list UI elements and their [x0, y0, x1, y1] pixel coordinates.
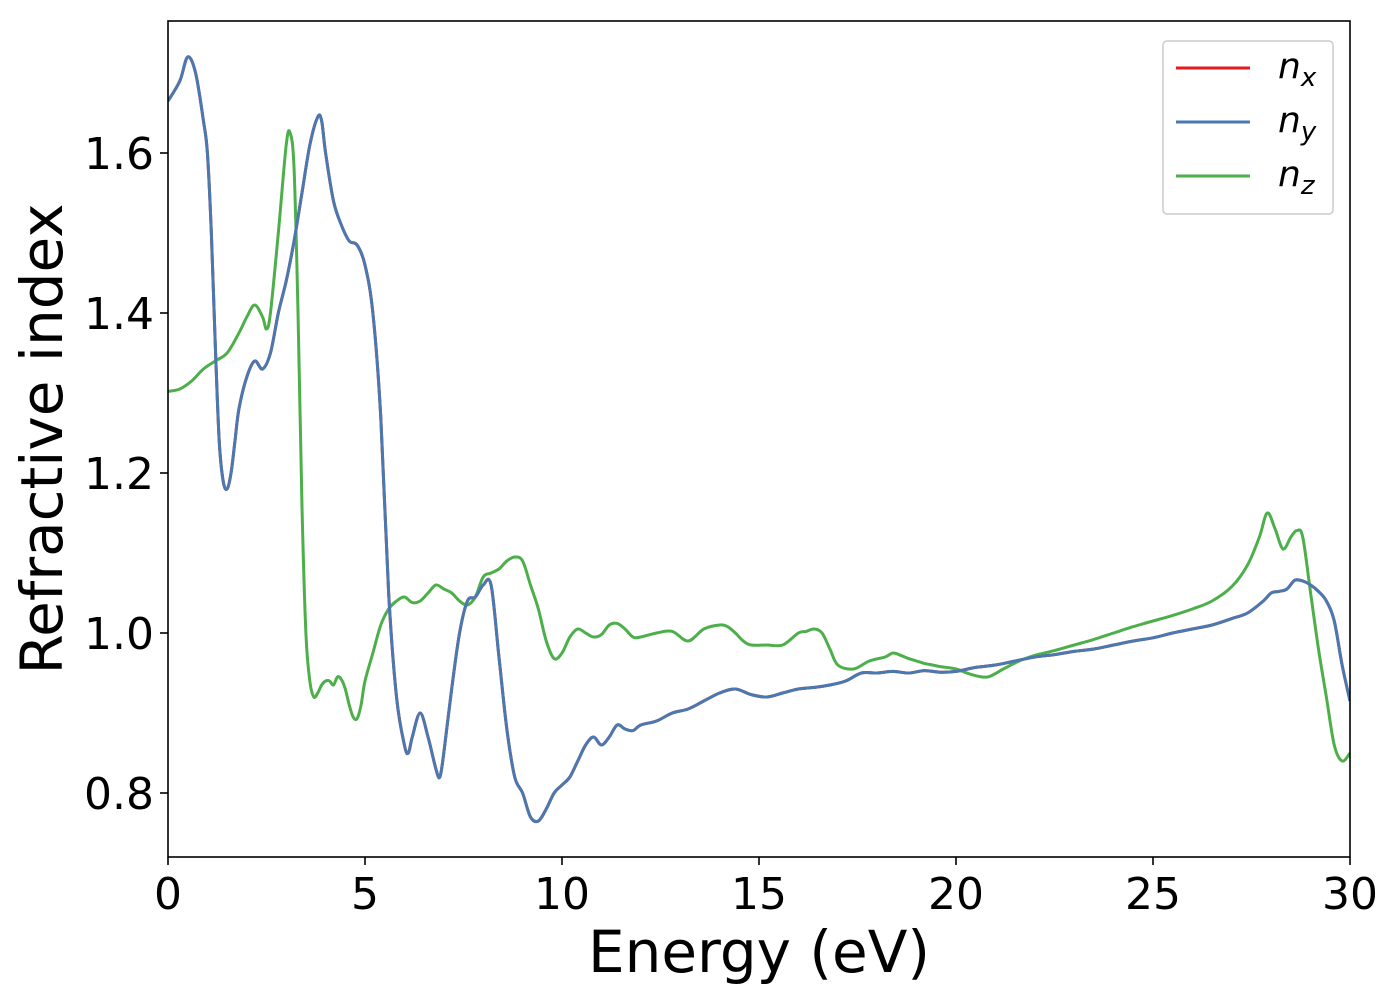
x-tick-label: 5 [351, 869, 379, 920]
x-tick-label: 30 [1322, 869, 1378, 920]
y-tick-label: 0.8 [84, 769, 154, 820]
x-tick-label: 10 [534, 869, 590, 920]
legend-box [1162, 40, 1334, 215]
series-line-n-y [168, 55, 1350, 824]
legend-label: ny [1278, 100, 1317, 147]
series-line-n-z [168, 129, 1350, 763]
y-tick-label: 1.0 [84, 609, 154, 660]
x-tick-label: 15 [731, 869, 787, 920]
y-tick-label: 1.4 [84, 289, 154, 340]
y-axis-label: Refractive index [8, 203, 76, 674]
legend-label: nx [1278, 46, 1317, 93]
x-tick-label: 20 [928, 869, 984, 920]
plot-lines [168, 55, 1350, 824]
y-tick-label: 1.6 [84, 129, 154, 180]
y-axis-ticks: 0.8 1.0 1.2 1.4 1.6 [84, 129, 168, 820]
x-axis-label: Energy (eV) [588, 918, 930, 986]
x-tick-label: 0 [154, 869, 182, 920]
legend: nx ny nz [1162, 40, 1334, 215]
y-tick-label: 1.2 [84, 449, 154, 500]
x-axis-ticks: 0 5 10 15 20 25 30 [154, 857, 1378, 920]
x-tick-label: 25 [1125, 869, 1181, 920]
legend-label: nz [1278, 154, 1316, 201]
